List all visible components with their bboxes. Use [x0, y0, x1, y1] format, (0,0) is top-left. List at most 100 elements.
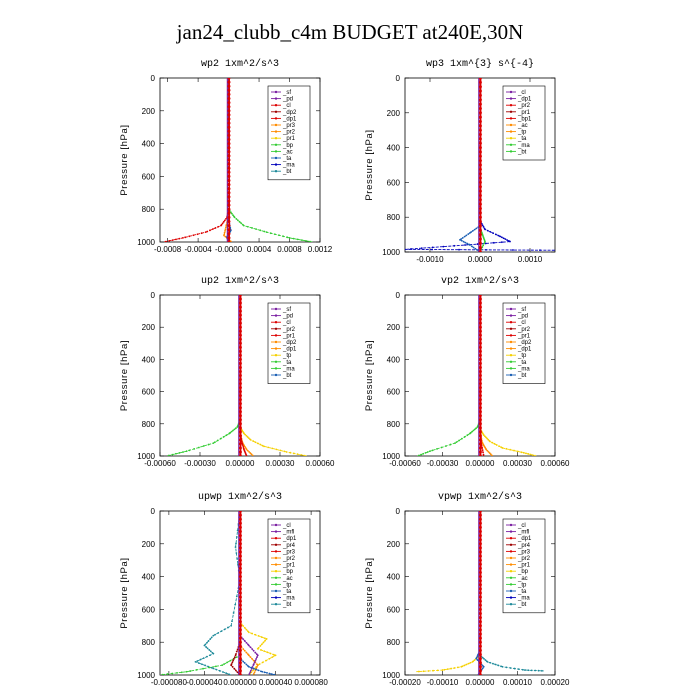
- series-line: [459, 78, 481, 252]
- legend-marker: [274, 583, 278, 586]
- zero-profile-point: [478, 185, 482, 189]
- zero-profile-point: [227, 80, 231, 84]
- legend-marker: [274, 570, 278, 573]
- series-point: [509, 448, 512, 451]
- zero-profile-point: [478, 137, 482, 141]
- series-point: [253, 661, 256, 664]
- zero-profile-point: [238, 357, 242, 361]
- series-point: [460, 239, 463, 242]
- y-tick-label: 800: [387, 213, 401, 222]
- series-point: [259, 645, 262, 647]
- series-point: [501, 447, 504, 449]
- y-tick-label: 200: [142, 540, 156, 549]
- series-point: [275, 448, 278, 451]
- series-point: [469, 231, 471, 234]
- series-point: [247, 225, 249, 228]
- zero-profile-point: [238, 390, 242, 394]
- plot-area: [417, 295, 537, 456]
- zero-profile-point: [238, 607, 242, 611]
- legend-marker: [274, 97, 278, 100]
- legend-label: _pr1: [517, 333, 531, 339]
- zero-profile-point: [238, 665, 242, 669]
- series-point: [218, 669, 221, 672]
- zero-profile-point: [478, 591, 482, 595]
- legend-label: _sf: [282, 307, 291, 313]
- series-point: [243, 649, 246, 652]
- zero-profile-point: [478, 180, 482, 184]
- series-point: [506, 239, 509, 241]
- legend-marker: [274, 340, 278, 344]
- legend-label: _ta: [517, 589, 527, 595]
- zero-profile-point: [227, 211, 231, 215]
- y-tick-label: 600: [142, 172, 156, 181]
- chart-title: wp2 1xm^2/s^3: [201, 58, 279, 70]
- y-tick-label: 800: [142, 205, 156, 214]
- legend-label: _cl: [517, 90, 526, 96]
- series-point: [263, 671, 266, 674]
- zero-profile-point: [478, 176, 482, 180]
- x-tick-label: -0.0008: [154, 245, 182, 254]
- series-point: [292, 237, 295, 240]
- zero-profile-point: [227, 146, 231, 150]
- legend-label: _bt: [282, 373, 292, 379]
- series-point: [436, 448, 438, 450]
- series-point: [256, 666, 258, 668]
- series-point: [174, 452, 177, 455]
- series-point: [178, 452, 181, 454]
- series-point: [235, 217, 238, 220]
- y-tick-label: 800: [142, 420, 156, 429]
- series-point: [181, 237, 184, 239]
- plot-frame: [159, 77, 321, 243]
- zero-profile-point: [238, 616, 242, 620]
- zero-profile-point: [227, 125, 231, 129]
- series-point: [234, 603, 237, 606]
- series-point: [476, 659, 479, 661]
- zero-profile-point: [478, 150, 482, 154]
- series-point: [271, 656, 274, 658]
- zero-profile-point: [478, 333, 482, 337]
- series-point: [524, 669, 526, 671]
- series-point: [235, 656, 238, 658]
- series-point: [255, 657, 258, 660]
- zero-profile-point: [238, 558, 242, 562]
- legend-label: _tp: [517, 130, 527, 136]
- series-point: [247, 437, 250, 439]
- zero-profile-point: [238, 517, 242, 521]
- series-point: [517, 668, 520, 671]
- series-point: [225, 434, 228, 437]
- zero-profile-point: [238, 530, 242, 533]
- series-point: [492, 662, 494, 665]
- series-point: [212, 667, 215, 670]
- series-point: [499, 235, 501, 238]
- legend-marker: [274, 130, 278, 133]
- legend-label: _pr1: [282, 563, 296, 569]
- zero-profile-point: [238, 325, 242, 329]
- zero-profile-point: [238, 632, 242, 636]
- series-point: [210, 636, 213, 639]
- series-point: [245, 663, 248, 666]
- series-point: [243, 626, 246, 629]
- series-point: [431, 248, 433, 251]
- zero-profile-point: [238, 562, 242, 566]
- series-point: [236, 426, 239, 428]
- series-point: [422, 452, 425, 455]
- zero-profile-point: [238, 361, 242, 365]
- zero-profile-point: [227, 191, 231, 195]
- series-point: [261, 670, 264, 673]
- series-line: [166, 295, 241, 456]
- series-point: [534, 669, 537, 672]
- series-point: [220, 630, 223, 633]
- series-point: [261, 661, 264, 664]
- legend-marker: [274, 373, 278, 377]
- series-point: [249, 656, 252, 658]
- series-point: [206, 641, 208, 644]
- series-point: [256, 656, 258, 658]
- series-point: [214, 633, 217, 636]
- zero-profile-point: [478, 599, 482, 603]
- zero-profile-point: [227, 162, 231, 166]
- zero-profile-point: [238, 398, 242, 402]
- x-tick-label: -0.000080: [151, 678, 188, 687]
- series-point: [256, 654, 259, 657]
- series-point: [456, 666, 459, 669]
- series-point: [481, 667, 484, 670]
